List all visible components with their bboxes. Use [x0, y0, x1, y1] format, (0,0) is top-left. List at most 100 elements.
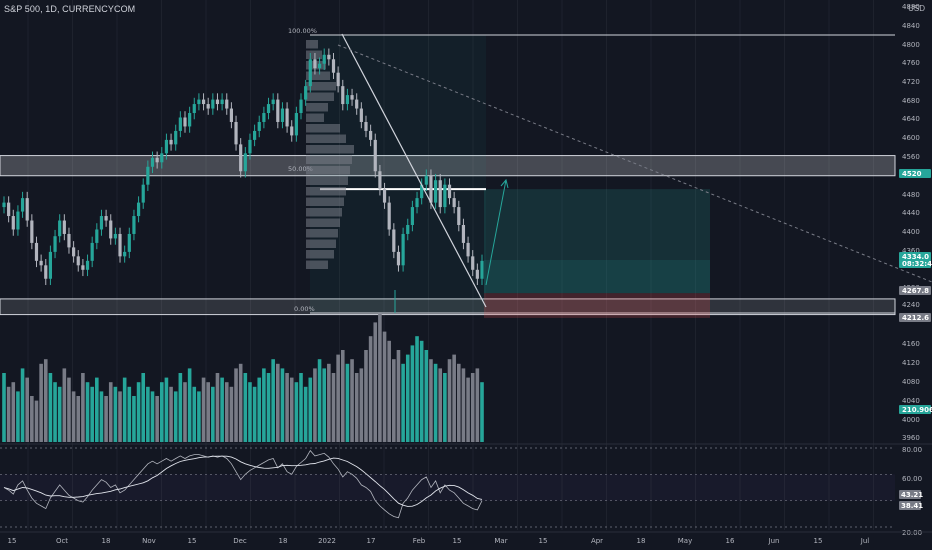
candle-body — [317, 63, 322, 69]
rsi-badge — [899, 501, 921, 510]
candle-body — [308, 59, 312, 87]
time-tick-label: Feb — [413, 537, 426, 545]
price-badge-label: 4520 — [902, 170, 922, 178]
candle-body — [16, 211, 20, 230]
volume-bar — [396, 350, 401, 442]
volume-bar — [378, 313, 382, 442]
rsi-line — [3, 449, 483, 519]
candle-body — [466, 242, 470, 257]
candle-body — [285, 108, 289, 127]
volume-bar — [387, 340, 391, 442]
volume-bar — [336, 354, 340, 442]
volume-bar — [401, 363, 405, 442]
candle-body — [304, 86, 308, 100]
candle-body — [160, 153, 164, 163]
volume-bar — [359, 368, 364, 442]
candle-body — [415, 198, 419, 208]
volume-bar — [276, 363, 280, 442]
candle-body — [220, 99, 224, 105]
candle-body — [44, 265, 48, 279]
volume-bar — [438, 368, 443, 442]
volume-bar — [173, 391, 178, 442]
volume-bar — [466, 377, 470, 442]
volume-bar — [132, 396, 136, 442]
volume-bar — [470, 373, 475, 442]
candle-body — [420, 184, 424, 199]
volume-bar — [252, 386, 257, 442]
fib-level-label: 100.00% — [288, 27, 317, 35]
volume-bar — [331, 373, 336, 442]
candle-body — [433, 180, 438, 203]
volume-bar — [141, 373, 146, 442]
candle-body — [25, 198, 29, 221]
volume-series — [2, 313, 484, 442]
candle-body — [248, 139, 252, 154]
volume-bar — [81, 373, 85, 442]
volume-profile — [306, 40, 354, 269]
candle-body — [155, 157, 159, 163]
candle-body — [20, 198, 25, 212]
volume-bar — [57, 386, 62, 442]
long-position-tool[interactable] — [320, 188, 710, 318]
rsi-badge-label: 43.21 — [901, 491, 923, 499]
candle-body — [109, 220, 113, 239]
volume-bar — [313, 368, 317, 442]
volume-profile-bar — [306, 208, 342, 217]
currency-label: USD — [908, 4, 925, 13]
candle-body — [197, 99, 201, 105]
price-tick-label: 4120 — [902, 359, 920, 367]
time-axis[interactable]: 15 Oct 18 Nov 15 Dec 18 2022 17 Feb 15 Mar 15 Apr 18 Ma… — [0, 531, 932, 545]
volume-bar — [392, 359, 396, 442]
price-tick-label: 4640 — [902, 115, 920, 123]
volume-bar — [443, 373, 447, 442]
candle-body — [30, 220, 34, 243]
rsi-tick-label: 80.00 — [902, 446, 922, 454]
price-tick-label: 4080 — [902, 378, 920, 386]
candle-body — [266, 104, 271, 114]
price-axis[interactable]: 4880 4840 4800 4760 4720 4680 4640 4600 4560 4480… — [899, 3, 932, 537]
time-tick-label: 15 — [8, 537, 17, 545]
volume-profile-bar — [306, 260, 328, 269]
candle-body — [58, 220, 62, 237]
candle-body — [136, 202, 141, 217]
volume-bar — [456, 363, 461, 442]
candle-body — [67, 233, 71, 248]
candle-body — [253, 130, 257, 140]
candle-body — [206, 104, 210, 109]
candle-body — [174, 130, 178, 145]
volume-bar — [429, 359, 433, 442]
symbol-header[interactable]: S&P 500, 1D, CURRENCYCOM — [4, 4, 136, 14]
trend-lines[interactable] — [337, 33, 932, 313]
volume-bar — [452, 354, 456, 442]
price-badge-label: 4267.8 — [902, 287, 929, 295]
volume-bar — [373, 322, 378, 442]
volume-profile-bar — [306, 103, 328, 112]
candle-body — [355, 99, 359, 109]
price-tick-label: 4160 — [902, 340, 920, 348]
price-tick-label: 4680 — [902, 97, 920, 105]
volume-bar — [229, 386, 234, 442]
volume-bar — [20, 368, 25, 442]
volume-bar — [350, 359, 354, 442]
volume-bar — [104, 396, 108, 442]
volume-bar — [303, 386, 308, 442]
rsi-tick-label: 60.00 — [902, 475, 922, 483]
volume-bar — [2, 373, 6, 442]
volume-bar — [327, 363, 331, 442]
rsi-badge — [899, 490, 921, 499]
time-tick-label: 18 — [102, 537, 111, 545]
support-zone — [0, 298, 896, 316]
candle-body — [401, 233, 405, 266]
volume-profile-bar — [306, 187, 346, 196]
volume-bar — [234, 368, 238, 442]
candle-body — [322, 54, 326, 64]
volume-profile-bar — [306, 113, 324, 122]
price-tick-label: 4720 — [902, 78, 920, 86]
candle-body — [327, 54, 331, 60]
fib-level-label: 0.00% — [294, 305, 315, 313]
volume-profile-bar — [306, 50, 322, 59]
volume-bar — [183, 382, 187, 442]
candle-body — [225, 99, 229, 109]
time-tick-label: Dec — [233, 537, 247, 545]
